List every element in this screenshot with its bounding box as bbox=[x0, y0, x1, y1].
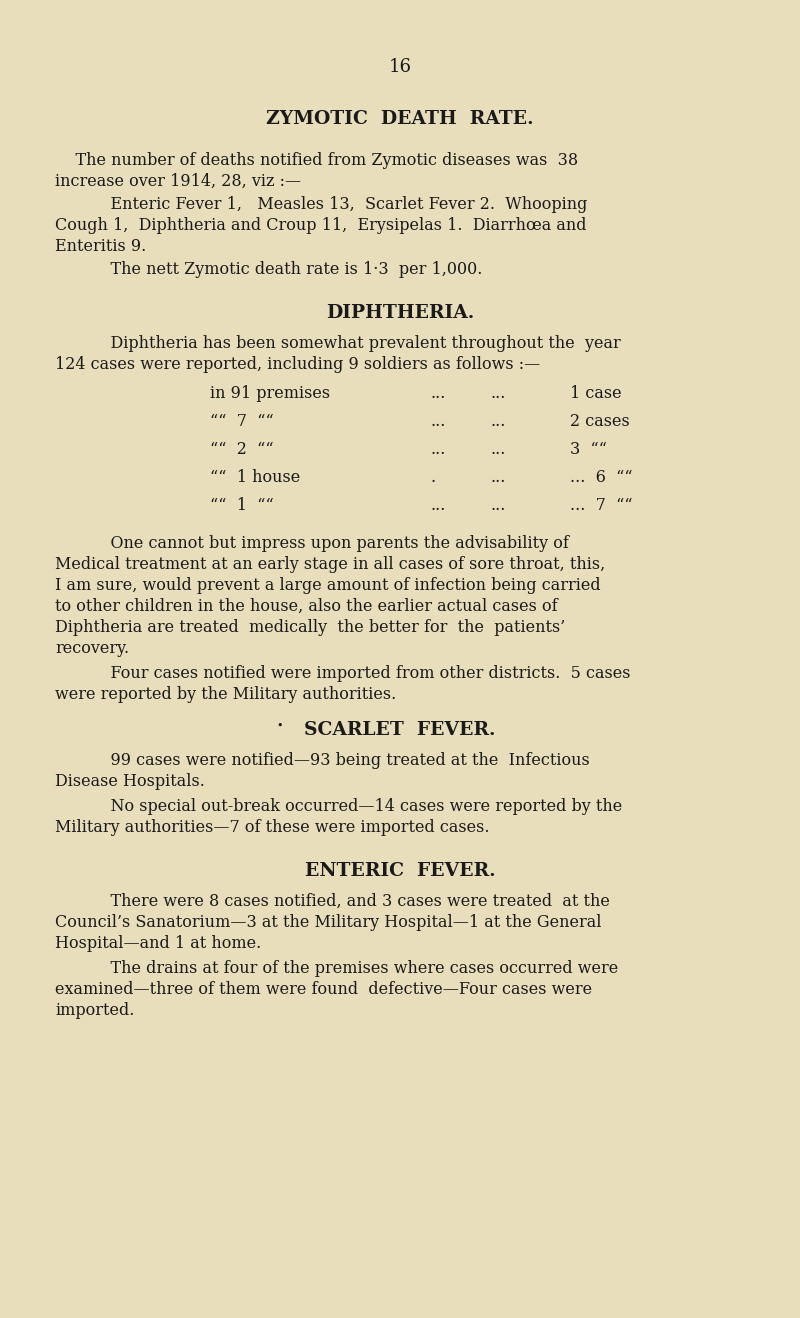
Text: .: . bbox=[430, 469, 435, 486]
Text: ““  2  ““: ““ 2 ““ bbox=[210, 442, 274, 457]
Text: The nett Zymotic death rate is 1·3  per 1,000.: The nett Zymotic death rate is 1·3 per 1… bbox=[90, 261, 482, 278]
Text: Medical treatment at an early stage in all cases of sore throat, this,: Medical treatment at an early stage in a… bbox=[55, 556, 606, 573]
Text: Four cases notified were imported from other districts.  5 cases: Four cases notified were imported from o… bbox=[90, 666, 630, 681]
Text: The drains at four of the premises where cases occurred were: The drains at four of the premises where… bbox=[90, 960, 618, 977]
Text: 16: 16 bbox=[389, 58, 411, 76]
Text: No special out-break occurred—14 cases were reported by the: No special out-break occurred—14 cases w… bbox=[90, 797, 622, 815]
Text: ENTERIC  FEVER.: ENTERIC FEVER. bbox=[305, 862, 495, 880]
Text: I am sure, would prevent a large amount of infection being carried: I am sure, would prevent a large amount … bbox=[55, 577, 601, 594]
Text: recovery.: recovery. bbox=[55, 641, 129, 656]
Text: ““  1  ““: ““ 1 ““ bbox=[210, 497, 274, 514]
Text: ...: ... bbox=[490, 497, 506, 514]
Text: Diphtheria has been somewhat prevalent throughout the  year: Diphtheria has been somewhat prevalent t… bbox=[90, 335, 621, 352]
Text: ...  6  ““: ... 6 ““ bbox=[570, 469, 633, 486]
Text: ...: ... bbox=[430, 413, 446, 430]
Text: ...: ... bbox=[490, 469, 506, 486]
Text: ...: ... bbox=[490, 442, 506, 457]
Text: in 91 premises: in 91 premises bbox=[210, 385, 330, 402]
Text: ““  1 house: ““ 1 house bbox=[210, 469, 300, 486]
Text: examined—three of them were found  defective—Four cases were: examined—three of them were found defect… bbox=[55, 981, 592, 998]
Text: Diphtheria are treated  medically  the better for  the  patients’: Diphtheria are treated medically the bet… bbox=[55, 619, 566, 637]
Text: Council’s Sanatorium—3 at the Military Hospital—1 at the General: Council’s Sanatorium—3 at the Military H… bbox=[55, 913, 602, 931]
Text: Cough 1,  Diphtheria and Croup 11,  Erysipelas 1.  Diarrhœa and: Cough 1, Diphtheria and Croup 11, Erysip… bbox=[55, 217, 586, 235]
Text: 3  ““: 3 ““ bbox=[570, 442, 607, 457]
Text: ...: ... bbox=[490, 413, 506, 430]
Text: Military authorities—7 of these were imported cases.: Military authorities—7 of these were imp… bbox=[55, 818, 490, 836]
Text: One cannot but impress upon parents the advisability of: One cannot but impress upon parents the … bbox=[90, 535, 569, 552]
Text: Hospital—and 1 at home.: Hospital—and 1 at home. bbox=[55, 934, 262, 952]
Text: increase over 1914, 28, viz :—: increase over 1914, 28, viz :— bbox=[55, 173, 301, 190]
Text: ...: ... bbox=[430, 497, 446, 514]
Text: Enteritis 9.: Enteritis 9. bbox=[55, 239, 146, 254]
Text: ...: ... bbox=[430, 442, 446, 457]
Text: 99 cases were notified—93 being treated at the  Infectious: 99 cases were notified—93 being treated … bbox=[90, 753, 590, 768]
Text: There were 8 cases notified, and 3 cases were treated  at the: There were 8 cases notified, and 3 cases… bbox=[90, 894, 610, 909]
Text: ““  7  ““: ““ 7 ““ bbox=[210, 413, 274, 430]
Text: Enteric Fever 1,   Measles 13,  Scarlet Fever 2.  Whooping: Enteric Fever 1, Measles 13, Scarlet Fev… bbox=[90, 196, 587, 214]
Text: •: • bbox=[277, 721, 283, 731]
Text: DIPHTHERIA.: DIPHTHERIA. bbox=[326, 304, 474, 322]
Text: imported.: imported. bbox=[55, 1002, 134, 1019]
Text: ...: ... bbox=[430, 385, 446, 402]
Text: ...  7  ““: ... 7 ““ bbox=[570, 497, 633, 514]
Text: to other children in the house, also the earlier actual cases of: to other children in the house, also the… bbox=[55, 598, 558, 616]
Text: 2 cases: 2 cases bbox=[570, 413, 630, 430]
Text: 1 case: 1 case bbox=[570, 385, 622, 402]
Text: SCARLET  FEVER.: SCARLET FEVER. bbox=[304, 721, 496, 739]
Text: were reported by the Military authorities.: were reported by the Military authoritie… bbox=[55, 685, 396, 702]
Text: ZYMOTIC  DEATH  RATE.: ZYMOTIC DEATH RATE. bbox=[266, 109, 534, 128]
Text: ...: ... bbox=[490, 385, 506, 402]
Text: Disease Hospitals.: Disease Hospitals. bbox=[55, 772, 205, 789]
Text: The number of deaths notified from Zymotic diseases was  38: The number of deaths notified from Zymot… bbox=[55, 152, 578, 169]
Text: 124 cases were reported, including 9 soldiers as follows :—: 124 cases were reported, including 9 sol… bbox=[55, 356, 540, 373]
